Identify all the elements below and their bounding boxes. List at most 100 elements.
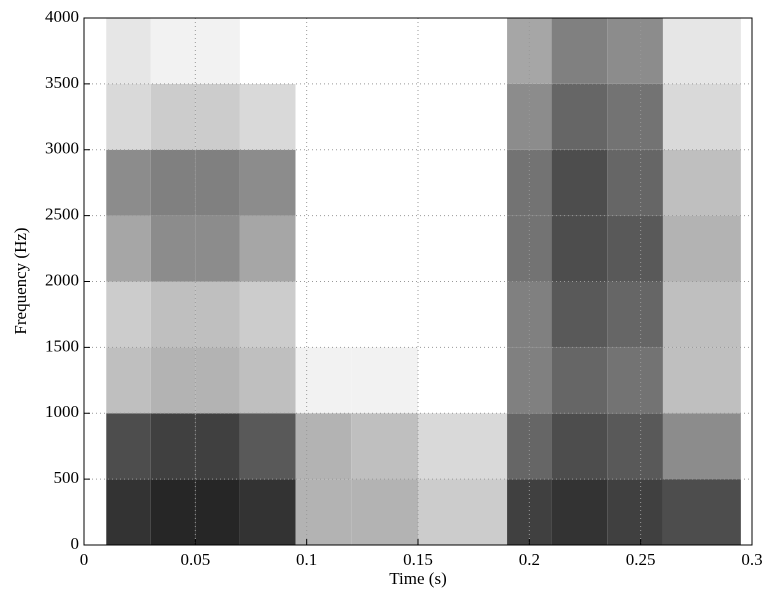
spectrogram-cell [195,413,240,480]
spectrogram-cell [507,479,552,545]
spectrogram-cell [150,149,196,216]
spectrogram-cell [150,281,196,348]
x-axis-label: Time (s) [389,569,446,588]
spectrogram-cell [295,347,352,414]
spectrogram-cell [507,347,552,414]
spectrogram-cell [106,347,151,414]
x-tick-label: 0.2 [519,550,540,569]
spectrogram-cell [607,281,663,348]
spectrogram-cell [418,413,508,480]
spectrogram-cell [295,215,352,282]
spectrogram-cell [607,18,663,84]
x-tick-label: 0.1 [296,550,317,569]
spectrogram-cell [150,413,196,480]
spectrogram-cell [150,347,196,414]
spectrogram-cell [418,347,508,414]
spectrogram-cell [351,281,418,348]
spectrogram-cell [662,149,741,216]
spectrogram-cell [195,215,240,282]
spectrogram-cell [351,347,418,414]
spectrogram-cell [351,413,418,480]
spectrogram-cell [351,83,418,150]
spectrogram-cell [418,215,508,282]
spectrogram-cell [106,83,151,150]
spectrogram-cell [351,479,418,545]
spectrogram-cell [106,149,151,216]
spectrogram-cell [195,479,240,545]
spectrogram-cell [418,479,508,545]
spectrogram-cell [418,18,508,84]
spectrogram-cell [607,479,663,545]
y-tick-label: 500 [54,468,80,487]
y-tick-label: 3500 [45,73,79,92]
spectrogram-cell [607,347,663,414]
spectrogram-cell [351,149,418,216]
spectrogram-cell [662,281,741,348]
y-tick-label: 1000 [45,402,79,421]
spectrogram-cell [418,83,508,150]
spectrogram-cell [295,83,352,150]
spectrogram-cell [106,413,151,480]
y-tick-label: 1500 [45,336,79,355]
spectrogram-cell [106,479,151,545]
spectrogram-cell [239,479,296,545]
spectrogram-cell [239,149,296,216]
spectrogram-cell [662,479,741,545]
spectrogram-cell [150,479,196,545]
spectrogram-cell [551,149,608,216]
spectrogram-cell [662,413,741,480]
spectrogram-cell [551,281,608,348]
spectrogram-cell [150,18,196,84]
spectrogram-cell [295,413,352,480]
spectrogram-cell [607,215,663,282]
spectrogram-cell [295,479,352,545]
spectrogram-cell [195,281,240,348]
y-tick-label: 2500 [45,205,79,224]
spectrogram-cell [295,149,352,216]
spectrogram-cell [195,18,240,84]
spectrogram-cell [195,347,240,414]
y-tick-label: 4000 [45,7,79,26]
spectrogram-cell [239,215,296,282]
spectrogram-cell [551,479,608,545]
spectrogram-cell [662,18,741,84]
spectrogram-cell [507,83,552,150]
spectrogram-cell [662,347,741,414]
spectrogram-cell [351,18,418,84]
spectrogram-cell [551,83,608,150]
spectrogram-cell [551,215,608,282]
spectrogram-cell [418,149,508,216]
spectrogram-cell [351,215,418,282]
spectrogram-cell [106,281,151,348]
spectrogram-cell [239,347,296,414]
y-axis-label: Frequency (Hz) [11,227,30,334]
spectrogram-cell [551,347,608,414]
spectrogram-cell [239,413,296,480]
spectrogram-cell [239,281,296,348]
plot-frame [83,17,753,546]
spectrogram-cell [551,18,608,84]
spectrogram-cell [507,215,552,282]
spectrogram-cell [106,215,151,282]
spectrogram-cell [195,149,240,216]
x-tick-label: 0.25 [626,550,656,569]
spectrogram-cell [295,18,352,84]
y-tick-label: 2000 [45,270,79,289]
spectrogram-cell [607,413,663,480]
spectrogram-cell [607,149,663,216]
spectrogram-cell [150,83,196,150]
spectrogram-cell [195,83,240,150]
spectrogram-cell [239,83,296,150]
x-tick-label: 0 [80,550,89,569]
spectrogram-cell [418,281,508,348]
spectrogram-cell [106,18,151,84]
spectrogram-cell [662,83,741,150]
spectrogram-cell [551,413,608,480]
x-tick-label: 0.05 [180,550,210,569]
spectrogram-cell [662,215,741,282]
x-tick-label: 0.15 [403,550,433,569]
x-tick-label: 0.3 [741,550,762,569]
spectrogram-cell [150,215,196,282]
spectrogram-cell [239,18,296,84]
